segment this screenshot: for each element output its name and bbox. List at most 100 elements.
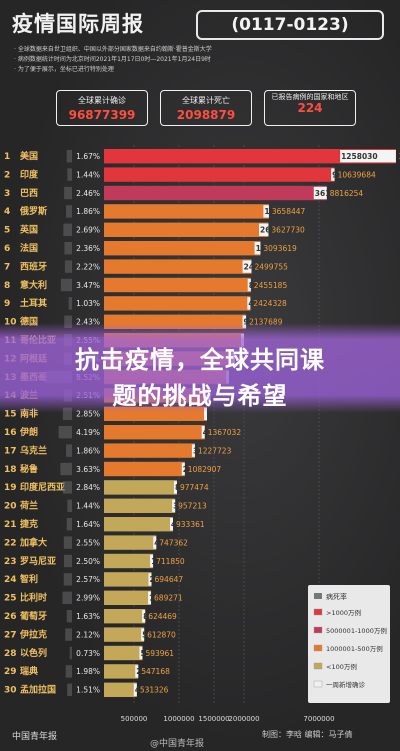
cumulative-label: 593961 — [145, 649, 174, 658]
countries-box: 已报告病例的国家和地区 224 — [264, 90, 356, 126]
cumulative-bar — [104, 498, 176, 513]
fatality-rate-label: 2.55% — [76, 538, 100, 547]
legend-label: 1000001-500万例 — [326, 644, 383, 653]
footer-logo: 中国青年报 — [12, 732, 58, 742]
fatality-bar — [64, 554, 72, 568]
rank-label: 24 — [4, 575, 17, 585]
weekly-bar — [263, 205, 269, 218]
fatality-bar — [62, 407, 72, 420]
cumulative-bar — [104, 222, 269, 237]
legend-swatch — [313, 680, 323, 688]
weekly-label: 80832 — [175, 483, 201, 492]
fatality-bar — [60, 278, 72, 292]
cumulative-bar — [104, 480, 177, 495]
fatality-bar — [65, 628, 72, 641]
cumulative-bar — [104, 241, 261, 256]
fatality-rate-label: 3.47% — [76, 281, 100, 290]
cumulative-bar — [104, 259, 252, 274]
legend-title: 病死率 — [326, 592, 347, 601]
country-label: 葡萄牙 — [19, 610, 47, 622]
rank-label: 4 — [4, 207, 10, 217]
fatality-rate-label: 2.43% — [76, 318, 100, 327]
legend-swatch — [313, 644, 323, 652]
weekly-bar — [133, 683, 137, 696]
weekly-label: 42637 — [203, 428, 229, 437]
rank-label: 27 — [4, 630, 17, 640]
cumulative-bar — [104, 609, 146, 624]
weekly-label: 35609 — [193, 446, 219, 455]
weekly-label: 29154 — [150, 575, 176, 584]
overlay-line-2: 题的挑战与希望 — [112, 382, 288, 410]
fatality-bar — [67, 499, 72, 512]
country-label: 瑞典 — [20, 665, 38, 677]
weekly-bar — [141, 628, 145, 641]
cumulative-bar — [104, 425, 205, 440]
weekly-label: 14182 — [149, 594, 175, 603]
fatality-bar — [69, 646, 72, 660]
legend-label: <100万例 — [326, 662, 357, 671]
rank-label: 2 — [4, 170, 10, 180]
country-label: 俄罗斯 — [19, 205, 47, 217]
x-tick-label: 1000000 — [163, 715, 194, 723]
cumulative-label: 689271 — [154, 594, 183, 603]
weekly-bar — [148, 573, 152, 586]
rank-label: 10 — [4, 318, 17, 328]
weekly-label: 161936 — [256, 244, 287, 253]
fatality-rate-label: 2.46% — [76, 189, 100, 198]
page-title: 疫情国际周报 — [12, 12, 144, 36]
weekly-label: 361195 — [315, 189, 346, 198]
weekly-label: 1258030 — [341, 152, 378, 161]
cumulative-bar — [104, 553, 154, 569]
cumulative-label: 1227723 — [198, 446, 232, 455]
weekly-bar — [170, 518, 174, 531]
country-label: 英国 — [19, 224, 38, 236]
country-label: 美国 — [20, 150, 38, 162]
country-label: 意大利 — [20, 279, 47, 291]
weekly-label: 23680 — [136, 667, 162, 676]
country-label: 伊拉克 — [19, 628, 47, 640]
weekly-bar — [259, 223, 269, 236]
fatality-bar — [60, 462, 72, 476]
country-label: 印度 — [20, 168, 39, 180]
cumulative-label: 957213 — [178, 502, 207, 511]
cumulative-label: 612870 — [147, 630, 176, 639]
rank-label: 28 — [4, 649, 17, 659]
cumulative-bar — [104, 296, 251, 311]
weekly-label: 4263 — [135, 686, 156, 695]
country-label: 孟加拉国 — [20, 684, 56, 696]
cumulative-bar — [104, 185, 327, 201]
legend-label: 5000001-1000万例 — [326, 626, 387, 635]
fatality-rate-label: 1.64% — [76, 520, 100, 529]
note-line: · 为了便于展示，坐标已进行特别处理 — [14, 66, 114, 73]
weekly-bar — [247, 278, 251, 292]
cumulative-label: 2499755 — [254, 262, 288, 271]
cumulative-bar — [104, 535, 157, 550]
fatality-rate-label: 2.85% — [76, 410, 100, 419]
legend-swatch — [313, 608, 323, 616]
fatality-rate-label: 1.86% — [76, 207, 100, 216]
fatality-rate-label: 4.19% — [76, 428, 100, 437]
fatality-rate-label: 2.69% — [76, 226, 100, 235]
country-label: 西班牙 — [20, 260, 47, 272]
weekly-label: 96843 — [332, 170, 358, 179]
country-label: 土耳其 — [20, 297, 47, 309]
rank-label: 22 — [4, 538, 17, 548]
rank-label: 5 — [4, 226, 10, 236]
country-label: 巴西 — [20, 188, 38, 199]
note-line: · 病例数据统计时间为北京时间2021年1月17日0时—2021年1月24日9时 — [14, 56, 211, 63]
fatality-rate-label: 1.98% — [76, 667, 100, 676]
cumulative-bar — [104, 443, 195, 458]
deaths-label: 全球累计死亡 — [182, 96, 230, 105]
rank-label: 7 — [4, 262, 10, 272]
fatality-bar — [66, 610, 72, 623]
country-label: 智利 — [20, 573, 38, 585]
cumulative-label: 1367032 — [208, 428, 242, 437]
cumulative-label: 3093619 — [263, 244, 297, 253]
fatality-rate-label: 2.36% — [76, 244, 100, 253]
cumulative-label: 747362 — [159, 538, 188, 547]
fatality-bar — [66, 150, 72, 163]
cumulative-bar — [104, 149, 396, 164]
weekly-label: 85053 — [143, 612, 169, 621]
fatality-bar — [62, 481, 72, 494]
weekly-bar — [172, 499, 176, 512]
